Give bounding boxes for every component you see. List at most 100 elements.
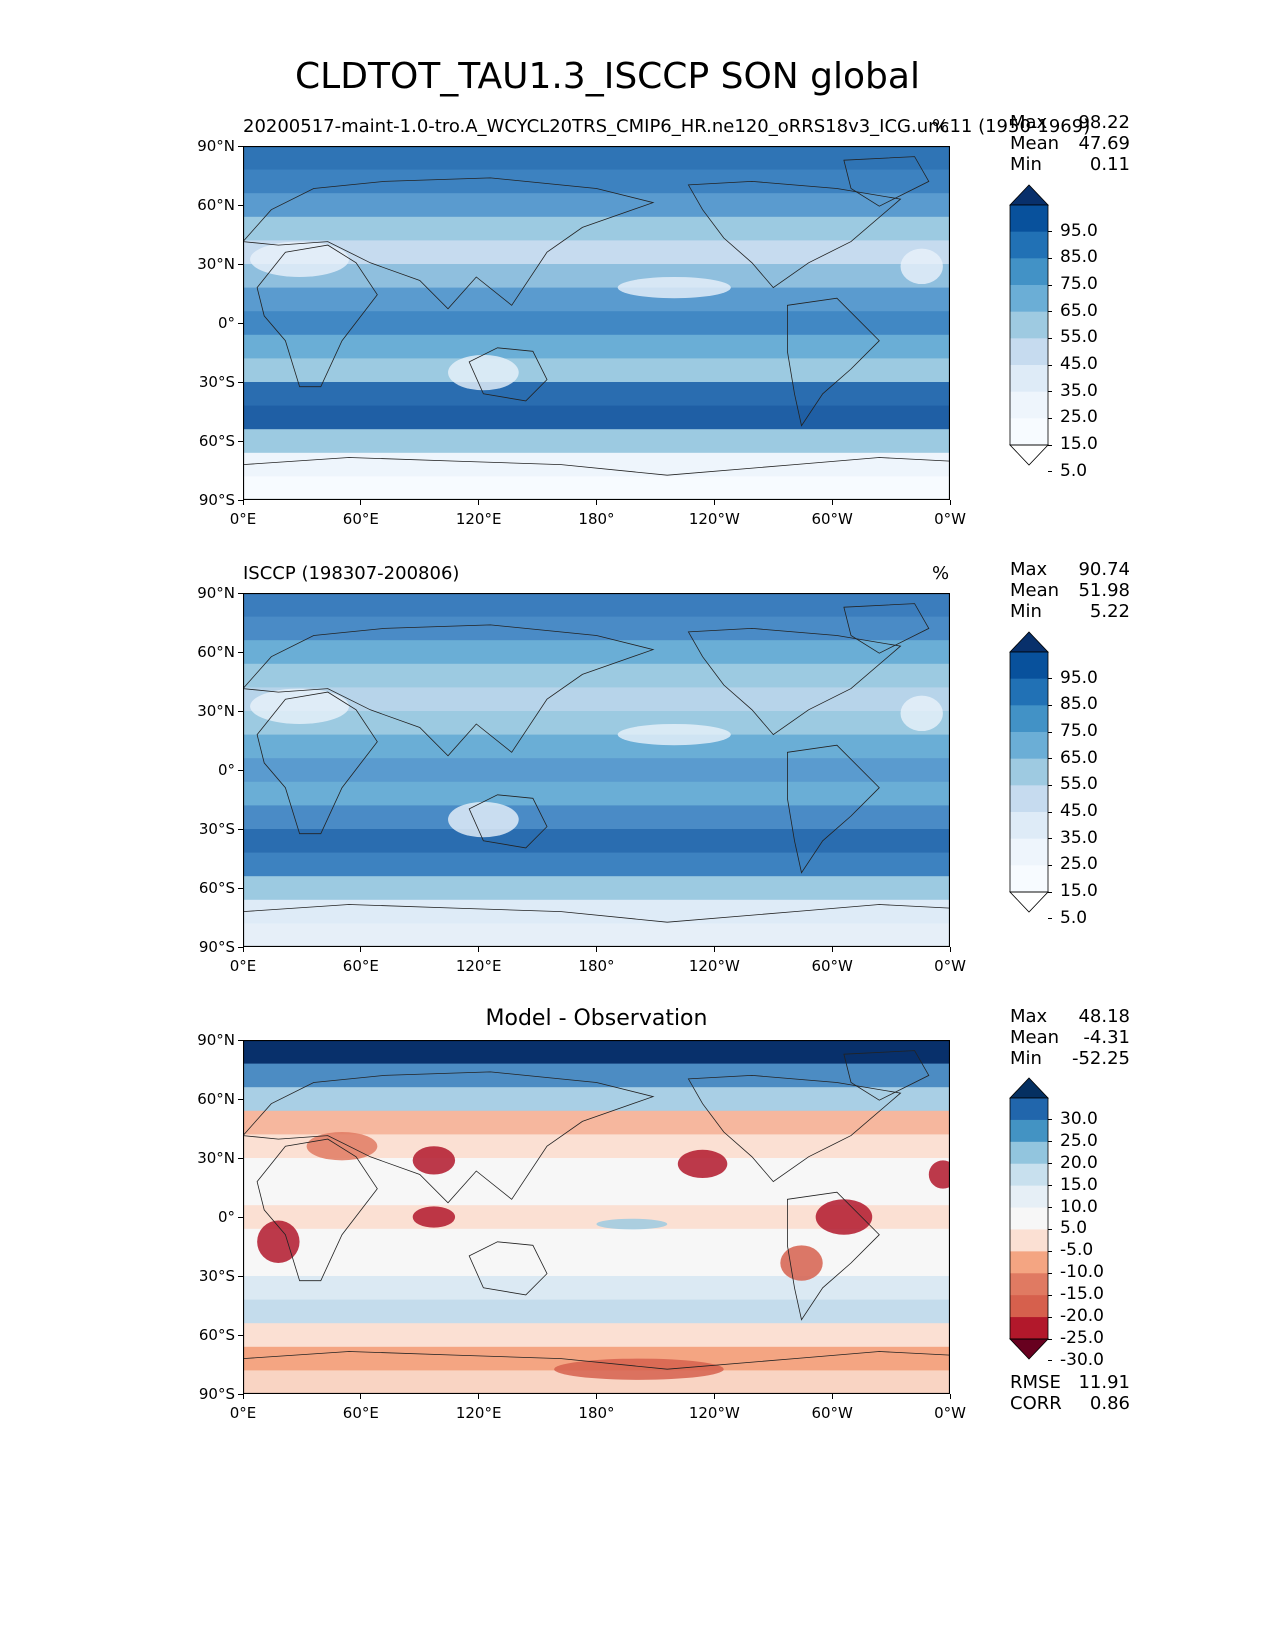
- colorbar-cell: [1010, 1185, 1048, 1209]
- lat-tick-mark: [238, 204, 243, 206]
- coastline: [243, 1071, 655, 1204]
- lon-tick-label: 60°W: [811, 510, 853, 528]
- colorbar-cell: [1010, 1273, 1048, 1296]
- colorbar-tick-mark: [1048, 1294, 1052, 1296]
- colorbar-tick-label: 5.0: [1060, 907, 1088, 928]
- lon-tick-mark: [242, 1394, 244, 1399]
- lon-tick-label: 60°W: [811, 957, 853, 975]
- colorbar-tick-label: -10.0: [1060, 1262, 1104, 1283]
- colorbar-extend-min: [1009, 444, 1049, 466]
- field-band: [243, 146, 950, 171]
- colorbar-tick-label: -25.0: [1060, 1328, 1104, 1348]
- lon-tick-mark: [596, 1394, 597, 1399]
- colorbar-cell: [1010, 838, 1048, 866]
- colorbar: [1009, 184, 1049, 466]
- lat-tick-label: 60°N: [197, 196, 235, 214]
- figure-title: CLDTOT_TAU1.3_ISCCP SON global: [295, 56, 920, 97]
- colorbar-tick-label: 45.0: [1060, 801, 1098, 821]
- field-band: [243, 240, 950, 265]
- stat-value-mean: -4.31: [1083, 1027, 1130, 1048]
- colorbar-tick-mark: [1048, 391, 1052, 393]
- colorbar-outline: [1009, 204, 1049, 446]
- stat-label-mean: Mean: [1010, 1027, 1060, 1048]
- lat-tick-label: 90°S: [198, 1385, 235, 1403]
- field-band: [243, 734, 950, 760]
- coastline: [787, 297, 880, 427]
- field-band: [243, 1110, 950, 1136]
- lat-tick-label: 60°S: [198, 879, 235, 897]
- colorbar-cell: [1010, 652, 1048, 680]
- lat-tick-label: 30°S: [198, 373, 235, 391]
- field-band: [243, 593, 950, 618]
- field-band: [243, 876, 950, 901]
- lat-tick-label: 90°N: [197, 584, 235, 602]
- stat-label-rmse: RMSE: [1010, 1372, 1061, 1393]
- colorbar-tick-mark: [1048, 257, 1052, 259]
- lat-tick-label: 30°N: [197, 702, 235, 720]
- coastline: [243, 1351, 950, 1394]
- colorbar-tick-label: -20.0: [1060, 1306, 1104, 1327]
- lat-tick-label: 30°S: [198, 820, 235, 838]
- field-band: [243, 1252, 950, 1277]
- colorbar-tick-label: 55.0: [1060, 327, 1098, 348]
- colorbar-tick-mark: [1048, 444, 1052, 446]
- colorbar-tick-label: 30.0: [1060, 1108, 1098, 1129]
- field-band: [243, 805, 950, 830]
- lon-tick-mark: [478, 500, 480, 505]
- stat-value-mean: 47.69: [1078, 133, 1130, 154]
- colorbar-tick-label: 15.0: [1060, 881, 1098, 901]
- coastline: [256, 244, 378, 388]
- lat-tick-mark: [238, 592, 243, 594]
- colorbar-cell: [1010, 1207, 1048, 1230]
- coastline: [843, 1050, 930, 1101]
- colorbar-tick-mark: [1048, 1141, 1052, 1143]
- colorbar-cell: [1010, 1229, 1048, 1252]
- coastline: [468, 1241, 548, 1296]
- coastline: [468, 794, 548, 849]
- colorbar-tick-label: 15.0: [1060, 434, 1098, 454]
- map-frame: [243, 1040, 950, 1394]
- lat-tick-mark: [238, 263, 243, 265]
- coastline: [243, 904, 950, 947]
- map-frame: [243, 593, 950, 947]
- field-band: [243, 476, 950, 500]
- lat-tick-label: 30°N: [197, 1149, 235, 1167]
- field-band: [243, 358, 950, 383]
- colorbar-tick-mark: [1048, 231, 1052, 233]
- colorbar-tick-label: 5.0: [1060, 1218, 1088, 1239]
- colorbar-cell: [1010, 391, 1048, 419]
- field-patch: [900, 695, 943, 732]
- lon-tick-label: 120°W: [688, 1404, 740, 1422]
- lat-tick-mark: [238, 1098, 243, 1100]
- colorbar-tick-mark: [1048, 1250, 1052, 1252]
- stat-value-rmse: 11.91: [1078, 1372, 1130, 1393]
- lat-tick-label: 90°S: [198, 491, 235, 509]
- field-band: [243, 829, 950, 854]
- colorbar-cell: [1010, 1163, 1048, 1187]
- lon-tick-mark: [242, 947, 244, 952]
- field-band: [243, 1299, 950, 1325]
- colorbar-extend-max: [1009, 1077, 1049, 1099]
- field-band: [243, 193, 950, 218]
- lat-tick-mark: [238, 1216, 243, 1218]
- colorbar-extend-max: [1009, 184, 1049, 206]
- colorbar-extend-min: [1009, 891, 1049, 913]
- colorbar-tick-mark: [1048, 1228, 1052, 1230]
- lon-tick-label: 120°E: [455, 510, 502, 528]
- lat-tick-label: 0°: [217, 1208, 235, 1226]
- field-band: [243, 216, 950, 242]
- anomaly-patch: [412, 1146, 456, 1175]
- lat-tick-label: 60°S: [198, 432, 235, 450]
- colorbar-extend-max: [1009, 631, 1049, 653]
- colorbar-tick-label: -30.0: [1060, 1349, 1104, 1370]
- lon-tick-label: 60°E: [342, 510, 379, 528]
- colorbar-outline: [1009, 1097, 1049, 1340]
- stat-label-max: Max: [1010, 1006, 1048, 1027]
- colorbar-tick-mark: [1048, 1119, 1052, 1121]
- stat-value-corr: 0.86: [1089, 1393, 1130, 1414]
- colorbar-cell: [1010, 418, 1048, 446]
- lat-tick-label: 90°N: [197, 137, 235, 155]
- colorbar-cell: [1010, 1251, 1048, 1274]
- lat-tick-label: 30°N: [197, 255, 235, 273]
- colorbar-cell: [1010, 205, 1048, 233]
